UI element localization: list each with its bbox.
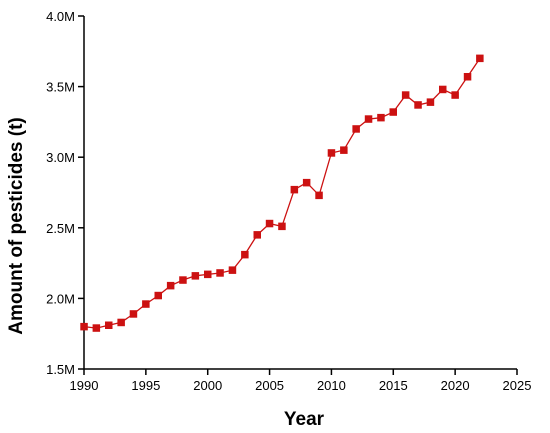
data-point (463, 73, 472, 81)
ticks: 1990 1995 2000 2005 2010 2015 2020 2025 1.5M 2.0M… (46, 9, 531, 393)
x-axis-title: Year (284, 409, 325, 430)
data-point (439, 85, 447, 94)
data-point (278, 222, 286, 231)
data-point (241, 250, 249, 259)
x-tick-label: 1995 (131, 378, 160, 393)
y-tick-label: 2.5M (46, 221, 75, 236)
data-point (117, 318, 125, 327)
data-point (92, 324, 101, 332)
data-point (414, 101, 422, 109)
data-point (476, 54, 484, 63)
data-point (142, 300, 150, 308)
data-point (216, 269, 224, 277)
data-point (265, 219, 274, 228)
y-tick-label: 3.0M (46, 150, 75, 165)
x-tick-label: 1990 (70, 378, 99, 393)
data-point (191, 272, 200, 280)
data-point (364, 115, 373, 123)
data-point (401, 91, 410, 99)
data-point (340, 146, 348, 154)
data-point (105, 321, 113, 329)
data-point (302, 178, 311, 187)
x-tick-label: 2010 (317, 378, 346, 393)
data-point (154, 291, 162, 300)
data-point (179, 276, 187, 284)
data-point (290, 185, 299, 194)
y-tick-label: 3.5M (46, 80, 75, 95)
data-point (389, 108, 397, 116)
data-point (377, 113, 385, 122)
x-tick-label: 2015 (379, 378, 408, 393)
y-axis-title: Amount of pesticides (t) (6, 117, 27, 334)
data-point (352, 125, 360, 133)
data-point (129, 310, 138, 318)
data-point (426, 98, 435, 106)
y-tick-label: 2.0M (46, 291, 75, 306)
data-point (451, 91, 459, 99)
y-tick-label: 4.0M (46, 9, 75, 24)
data-point (315, 191, 323, 200)
x-tick-label: 2005 (255, 378, 284, 393)
data-point (253, 231, 261, 239)
series-layer (80, 54, 484, 332)
data-point (166, 281, 175, 290)
data-point (80, 322, 88, 331)
y-tick-label: 1.5M (46, 362, 75, 377)
data-point (228, 266, 237, 274)
x-tick-label: 2000 (193, 378, 222, 393)
x-tick-label: 2020 (441, 378, 470, 393)
axes (83, 16, 517, 370)
series-line (83, 58, 481, 329)
data-point (327, 149, 336, 157)
x-tick-label: 2025 (503, 378, 532, 393)
data-point (204, 270, 212, 279)
